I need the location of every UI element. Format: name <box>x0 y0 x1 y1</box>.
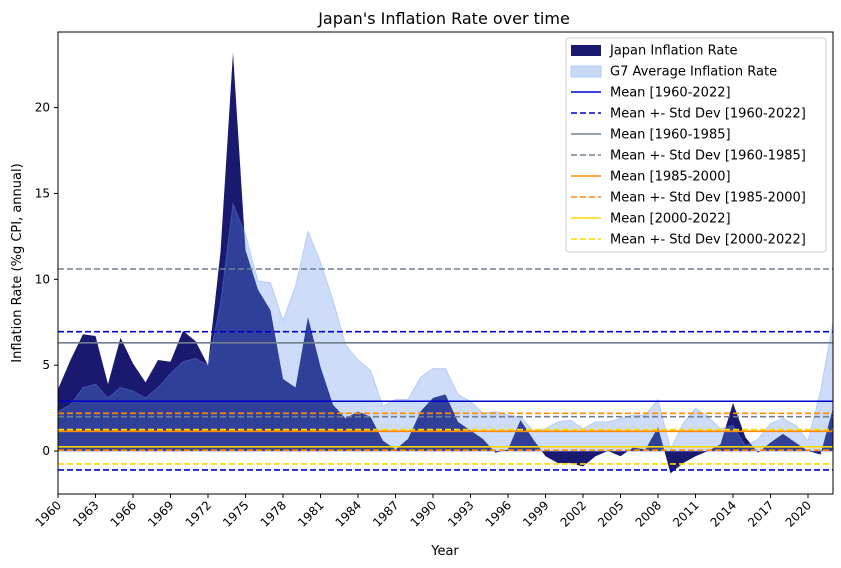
x-tick-label: 1975 <box>220 498 251 529</box>
x-tick-label: 1972 <box>183 498 214 529</box>
legend-swatch <box>570 65 602 78</box>
x-tick-label: 2014 <box>708 498 739 529</box>
y-tick-label: 20 <box>35 101 50 115</box>
y-tick-label: 0 <box>42 444 50 458</box>
y-tick-label: 15 <box>35 186 50 200</box>
y-tick-label: 5 <box>42 358 50 372</box>
x-tick-label: 2017 <box>745 498 776 529</box>
x-tick-label: 2011 <box>670 498 701 529</box>
x-tick-label: 1981 <box>295 498 326 529</box>
x-axis: 1960 1963 1966 1969 1972 1975 1978 1981 1984 1987… <box>33 494 814 530</box>
x-tick-label: 1984 <box>333 498 364 529</box>
x-tick-label: 1990 <box>408 498 439 529</box>
x-tick-label: 1996 <box>483 498 514 529</box>
legend-swatch <box>571 45 601 56</box>
x-tick-label: 1999 <box>520 498 551 529</box>
x-tick-label: 1966 <box>108 498 139 529</box>
x-tick-label: 2008 <box>633 498 664 529</box>
x-tick-label: 1963 <box>70 498 101 529</box>
legend-label: Mean +- Std Dev [1960-1985] <box>610 149 806 164</box>
legend-label: Mean [1960-2022] <box>610 86 731 101</box>
plot-area <box>57 52 834 474</box>
x-tick-label: 2020 <box>783 498 814 529</box>
legend-label: Mean +- Std Dev [2000-2022] <box>610 233 806 248</box>
legend-label: Mean [1985-2000] <box>610 170 731 185</box>
legend: Japan Inflation Rate G7 Average Inflation… <box>565 37 827 253</box>
legend-label: Japan Inflation Rate <box>609 44 737 59</box>
y-tick-label: 10 <box>35 272 50 286</box>
legend-label: G7 Average Inflation Rate <box>610 65 777 80</box>
chart-title: Japan's Inflation Rate over time <box>317 9 570 28</box>
legend-label: Mean +- Std Dev [1985-2000] <box>610 191 806 206</box>
x-tick-label: 1987 <box>370 498 401 529</box>
legend-label: Mean [1960-1985] <box>610 128 731 143</box>
plot-frame <box>57 31 834 495</box>
x-axis-label: Year <box>430 544 459 559</box>
x-tick-label: 1969 <box>145 498 176 529</box>
legend-box <box>565 37 827 253</box>
x-tick-label: 1993 <box>445 498 476 529</box>
g7-average-inflation-area <box>57 201 834 452</box>
legend-label: Mean [2000-2022] <box>610 212 731 227</box>
x-tick-label: 2002 <box>558 498 589 529</box>
x-tick-label: 1960 <box>33 498 64 529</box>
japan-inflation-area <box>58 52 833 474</box>
x-tick-label: 2005 <box>595 498 626 529</box>
y-axis: 0 5 10 15 20 <box>35 101 58 458</box>
y-axis-label: Inflation Rate (%g CPI, annual) <box>10 163 25 362</box>
legend-label: Mean +- Std Dev [1960-2022] <box>610 107 806 122</box>
x-tick-label: 1978 <box>258 498 289 529</box>
